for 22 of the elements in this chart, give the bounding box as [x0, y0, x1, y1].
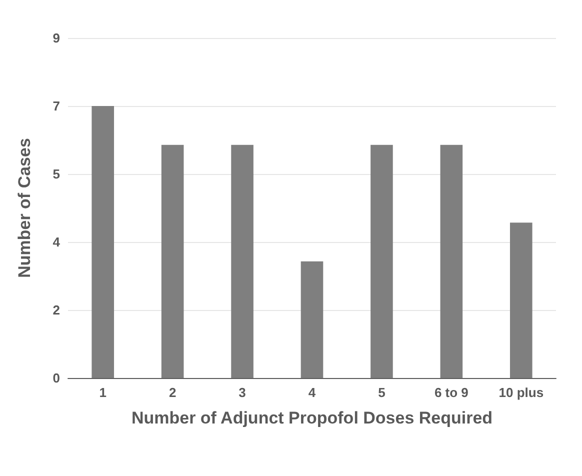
y-tick-label: 2 — [52, 302, 60, 318]
x-tick-label: 1 — [99, 385, 106, 400]
bar — [510, 222, 532, 378]
bar — [300, 261, 324, 378]
x-tick-label: 5 — [378, 385, 386, 400]
y-axis-title: Number of Cases — [15, 138, 34, 278]
x-tick-label: 4 — [308, 385, 316, 400]
x-tick-label: 3 — [238, 385, 246, 400]
y-tick-label: 9 — [52, 30, 60, 46]
x-tick-label: 6 to 9 — [434, 385, 468, 400]
y-tick-label: 4 — [52, 234, 61, 250]
y-tick-label: 0 — [52, 370, 60, 386]
x-tick-label: 2 — [168, 385, 176, 400]
bar — [231, 144, 254, 378]
bar — [440, 144, 463, 378]
bar — [92, 106, 114, 378]
bar — [370, 144, 393, 378]
y-tick-label: 5 — [52, 166, 60, 182]
x-axis-title: Number of Adjunct Propofol Doses Required — [131, 408, 493, 428]
x-tick-label: 10 plus — [498, 385, 544, 400]
y-tick-label: 7 — [52, 98, 60, 114]
bar — [161, 144, 184, 378]
